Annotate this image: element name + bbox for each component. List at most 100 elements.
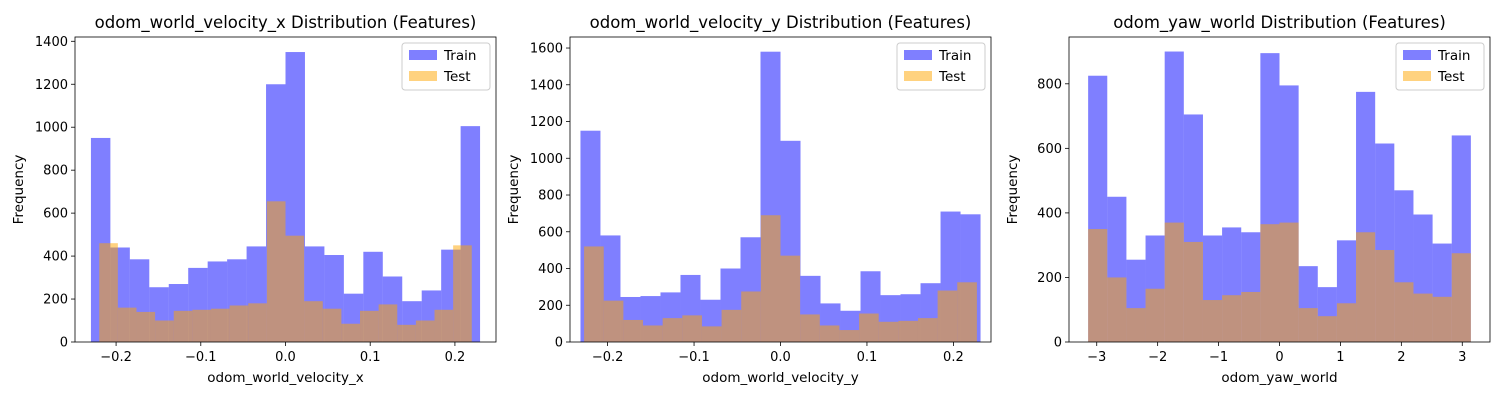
test-bar [1202, 300, 1223, 342]
test-bar [898, 320, 918, 342]
test-bar [800, 314, 820, 342]
legend-swatch-test [409, 71, 437, 81]
test-bar [1126, 308, 1146, 342]
test-series [1088, 222, 1471, 342]
legend-swatch-train [904, 50, 932, 60]
test-bar [937, 290, 958, 342]
x-tick-label: −1 [1209, 350, 1228, 365]
y-tick-label: 0 [555, 336, 563, 351]
y-tick-label: 200 [1037, 271, 1062, 286]
x-tick-label: −0.1 [185, 350, 217, 365]
test-bar [1451, 253, 1471, 342]
test-bar [285, 235, 305, 342]
test-bar [117, 307, 137, 342]
y-tick-label: 1600 [530, 42, 563, 57]
test-bar [662, 318, 683, 342]
test-bar [1336, 303, 1357, 342]
test-bar [780, 255, 801, 342]
x-tick-label: 1 [1336, 350, 1344, 365]
y-tick-label: 1400 [35, 35, 68, 50]
train-series [1088, 51, 1471, 343]
test-bar [584, 246, 604, 342]
test-bar [721, 309, 742, 342]
y-tick-label: 800 [1037, 77, 1062, 92]
legend-label-test: Test [1437, 69, 1465, 85]
test-bar [859, 313, 879, 342]
test-bar [1260, 224, 1280, 342]
y-tick-label: 0 [1054, 336, 1062, 351]
test-bar [760, 215, 781, 342]
test-bar [1413, 293, 1433, 342]
test-bar [1241, 291, 1261, 342]
test-bar [360, 310, 379, 342]
test-bar [453, 245, 472, 342]
test-bar [701, 326, 722, 342]
test-bar [741, 291, 761, 342]
test-bar [1356, 232, 1376, 342]
x-tick-label: −0.2 [100, 350, 132, 365]
y-axis-label: Frequency [1005, 155, 1021, 225]
test-bar [341, 323, 361, 342]
chart-title: odom_yaw_world Distribution (Features) [1113, 13, 1446, 33]
histogram-panel-3: −3 −2 −1 0 1 2 3 0 200 400 600 800 odom_yaw_world Di… [1005, 13, 1491, 386]
y-tick-label: 600 [538, 225, 563, 240]
histogram-panel-2: −0.2 −0.1 0.0 0.1 0.2 0 200 400 600 800 1000 1200 14… [506, 13, 992, 386]
test-bar [603, 300, 624, 342]
x-tick-label: 0.0 [770, 350, 791, 365]
y-tick-label: 1000 [530, 152, 563, 167]
test-bar [378, 304, 398, 342]
test-bar [1107, 277, 1127, 342]
test-bar [1317, 316, 1337, 342]
y-tick-label: 200 [538, 299, 563, 314]
test-bar [322, 308, 342, 342]
histogram-panel-1: −0.2 −0.1 0.0 0.1 0.2 0 200 400 600 800 1000 1200 14… [11, 13, 497, 386]
test-bar [1279, 222, 1299, 342]
x-tick-label: −3 [1087, 350, 1106, 365]
x-tick-label: 3 [1458, 350, 1466, 365]
legend-label-train: Train [1437, 48, 1470, 64]
legend-swatch-train [409, 50, 437, 60]
test-bar [210, 308, 230, 342]
test-bar [266, 201, 286, 342]
test-bar [839, 330, 860, 342]
test-bar [1375, 250, 1395, 342]
y-tick-label: 800 [538, 189, 563, 204]
test-bar [917, 318, 938, 342]
test-series [584, 215, 977, 342]
x-tick-label: 0 [1275, 350, 1283, 365]
test-bar [1222, 295, 1242, 342]
legend-label-train: Train [443, 48, 476, 64]
test-bar [304, 301, 323, 342]
y-tick-label: 1200 [530, 115, 563, 130]
legend-label-train: Train [938, 48, 971, 64]
x-tick-label: −2 [1148, 350, 1167, 365]
y-tick-label: 600 [1037, 142, 1062, 157]
test-bar [643, 325, 663, 342]
y-tick-label: 400 [1037, 206, 1062, 221]
test-bar [1432, 296, 1452, 342]
test-bar [248, 303, 267, 342]
test-bar [1164, 222, 1184, 342]
test-bar [229, 305, 249, 342]
legend: Train Test [896, 42, 986, 91]
test-bar [1298, 308, 1318, 342]
test-bar [136, 311, 156, 342]
x-tick-label: 2 [1397, 350, 1405, 365]
test-bar [99, 243, 118, 342]
x-axis-label: odom_world_velocity_x [207, 370, 363, 386]
y-tick-label: 1200 [35, 78, 68, 93]
test-bar [173, 310, 193, 342]
test-bar [1145, 288, 1165, 342]
x-tick-label: 0.2 [943, 350, 964, 365]
legend-label-test: Test [938, 69, 966, 85]
test-bar [192, 309, 211, 342]
test-bar [1088, 229, 1108, 342]
legend-label-test: Test [443, 69, 471, 85]
test-bar [434, 309, 454, 342]
legend-swatch-test [904, 71, 932, 81]
test-bar [957, 282, 977, 342]
x-tick-label: 0.2 [445, 350, 466, 365]
x-tick-label: 0.1 [360, 350, 381, 365]
test-bar [878, 321, 899, 342]
